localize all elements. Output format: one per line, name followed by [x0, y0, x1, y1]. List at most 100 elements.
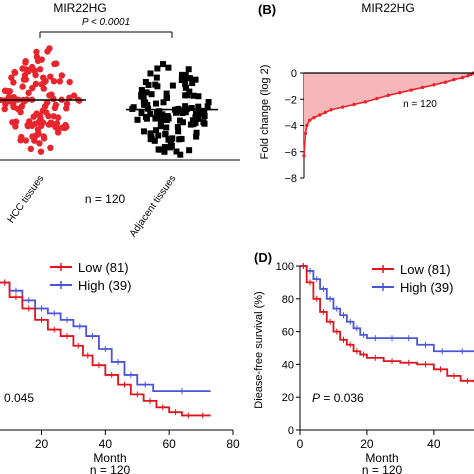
panel-a: MIR22HG P < 0.0001 HCC tissues Adjacent …: [0, 1, 240, 239]
hcc-dot: [41, 103, 49, 110]
adjacent-dot: [188, 105, 195, 112]
panel-d-y-tick-label: 60: [282, 327, 294, 339]
adjacent-dot: [167, 139, 174, 146]
hcc-dot: [19, 83, 26, 90]
adjacent-dot: [189, 80, 196, 87]
adjacent-dot: [201, 107, 208, 114]
adjacent-dot: [182, 103, 189, 110]
panel-b-y-tick-label: −8: [284, 173, 297, 185]
hcc-dot: [12, 118, 20, 125]
adjacent-dot: [176, 117, 183, 124]
legend-label: High (39): [400, 280, 453, 295]
fold-change-point: [302, 153, 306, 158]
adjacent-dot: [205, 99, 212, 106]
adjacent-dot: [182, 109, 189, 116]
panel-d-p-value: = 0.036: [320, 391, 364, 405]
adjacent-dot: [156, 146, 163, 153]
hcc-dot: [47, 73, 54, 80]
adjacent-dot: [138, 110, 145, 117]
adjacent-dot: [145, 105, 152, 112]
hcc-dot-cloud: [0, 45, 86, 155]
hcc-dot: [19, 65, 26, 72]
adjacent-dot: [164, 113, 171, 120]
adjacent-dot: [144, 101, 151, 108]
adjacent-dot: [155, 132, 162, 139]
hcc-dot: [10, 79, 17, 86]
panel-b-y-tick-label: 0: [291, 68, 297, 80]
panel-a-title: MIR22HG: [53, 1, 106, 15]
adjacent-dot: [200, 119, 207, 126]
category-label-hcc: HCC tissues: [6, 173, 47, 225]
adjacent-dot: [147, 111, 154, 118]
adjacent-dot: [201, 113, 208, 120]
adjacent-dot-cloud: [126, 61, 218, 158]
panel-d-x-tick-label: 20: [360, 437, 374, 451]
panel-c-plot: 20 40 60 80: [0, 279, 240, 451]
adjacent-dot: [159, 111, 166, 118]
adjacent-dot: [161, 144, 168, 151]
hcc-dot: [52, 60, 60, 67]
panel-a-n-label: n = 120: [85, 192, 126, 206]
adjacent-dot: [157, 118, 164, 125]
hcc-dot: [59, 124, 66, 131]
adjacent-dot: [160, 61, 167, 68]
fold-change-point: [409, 88, 413, 92]
hcc-dot: [34, 57, 42, 65]
hcc-dot: [2, 101, 9, 108]
hcc-dot: [53, 124, 61, 132]
legend-label: Low (81): [400, 262, 451, 277]
adjacent-dot: [154, 83, 161, 90]
adjacent-dot: [204, 103, 211, 110]
hcc-dot: [46, 92, 53, 99]
fold-change-point: [308, 118, 312, 122]
fold-change-point: [318, 113, 322, 117]
adjacent-dot: [186, 75, 193, 82]
fold-change-point: [386, 93, 390, 98]
adjacent-dot: [192, 76, 199, 83]
panel-c-pvalue: 0.045: [4, 391, 34, 405]
panel-d-y-tick-label: 40: [282, 359, 294, 371]
adjacent-dot: [169, 82, 176, 89]
adjacent-dot: [177, 151, 184, 158]
adjacent-dot: [166, 144, 173, 151]
fold-change-point: [466, 73, 470, 78]
adjacent-dot: [160, 99, 167, 106]
adjacent-dot: [195, 103, 202, 110]
adjacent-dot: [147, 130, 154, 137]
adjacent-dot: [148, 133, 155, 140]
adjacent-dot: [182, 81, 189, 88]
panel-d-y-tick-label: 0: [288, 425, 294, 437]
adjacent-dot: [162, 130, 169, 137]
panel-c-x-tick-label: 60: [162, 437, 176, 451]
panel-c-low-curve: [0, 281, 211, 417]
fold-change-area: [304, 73, 474, 156]
panel-c-x-tick-label: 80: [226, 437, 240, 451]
fold-change-point: [305, 123, 309, 128]
panel-b-y-tick-label: −4: [284, 121, 297, 133]
panel-d-high-curve: [300, 265, 474, 353]
hcc-dot: [29, 84, 36, 92]
fold-change-point: [323, 110, 328, 115]
panel-d-pvalue: P = 0.036: [312, 391, 364, 405]
hcc-dot: [37, 148, 45, 155]
hcc-dot: [33, 110, 40, 117]
panel-b-y-ticks: 0 −2 −4 −6 −8: [284, 68, 304, 185]
adjacent-dot: [182, 84, 189, 91]
adjacent-dot: [185, 66, 192, 73]
panel-d-y-axis-label: Diease-free survival (%): [253, 291, 265, 408]
fold-change-point: [443, 80, 448, 84]
adjacent-dot: [163, 94, 170, 101]
hcc-dot: [32, 80, 40, 88]
adjacent-dot: [186, 147, 193, 154]
hcc-dot: [44, 48, 51, 55]
fold-change-point: [420, 85, 425, 90]
panel-d-y-tick-label: 20: [282, 392, 294, 404]
hcc-dot: [70, 92, 78, 99]
fold-change-point: [398, 90, 402, 95]
panel-d-x-tick-label: 40: [427, 437, 441, 451]
panel-d-plot: 100 80 60 40 20 00 20 40: [276, 261, 474, 451]
adjacent-dot: [174, 124, 181, 131]
hcc-dot: [8, 74, 15, 81]
adjacent-dot: [163, 90, 170, 97]
adjacent-dot: [182, 72, 189, 79]
